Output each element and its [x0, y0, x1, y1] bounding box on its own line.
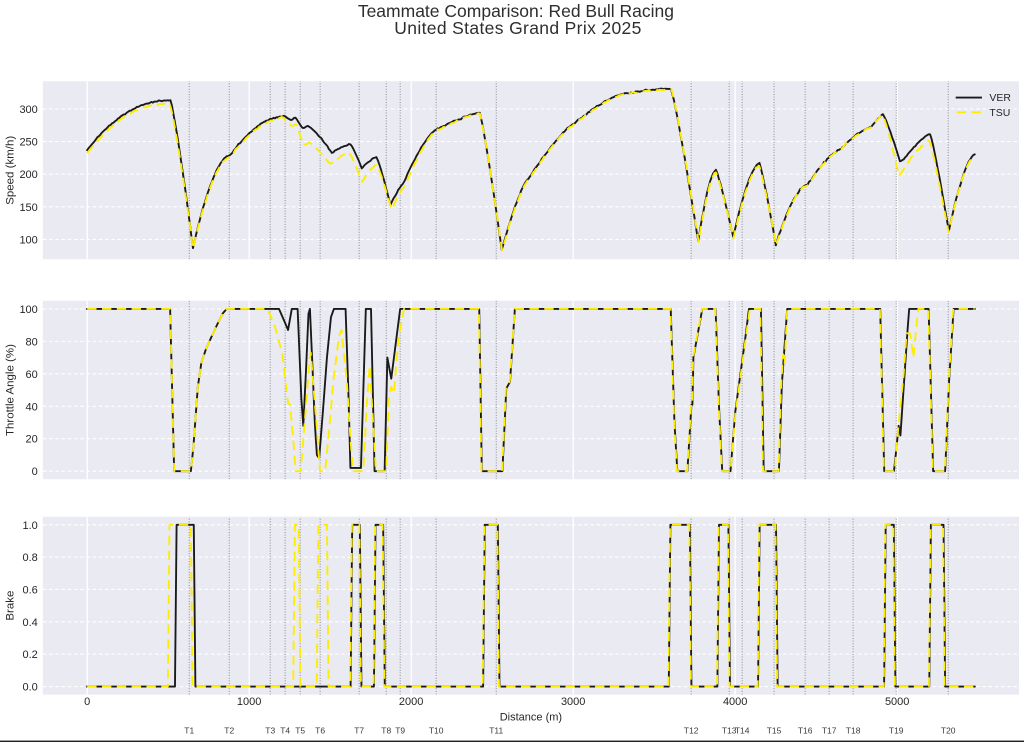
svg-text:300: 300 — [19, 104, 37, 116]
svg-text:T17: T17 — [822, 726, 837, 736]
svg-text:0.4: 0.4 — [23, 617, 38, 629]
svg-text:250: 250 — [19, 137, 37, 149]
svg-text:T8: T8 — [381, 726, 391, 736]
svg-text:150: 150 — [19, 202, 37, 214]
svg-text:3000: 3000 — [561, 696, 585, 708]
svg-text:T19: T19 — [889, 726, 904, 736]
svg-text:T2: T2 — [224, 726, 234, 736]
svg-text:TSU: TSU — [989, 108, 1010, 119]
svg-text:0.0: 0.0 — [23, 681, 38, 693]
svg-text:2000: 2000 — [399, 696, 423, 708]
svg-text:60: 60 — [26, 369, 38, 381]
svg-text:T6: T6 — [315, 726, 325, 736]
svg-text:80: 80 — [26, 336, 38, 348]
svg-text:40: 40 — [26, 401, 38, 413]
svg-text:0.8: 0.8 — [23, 552, 38, 564]
svg-text:0.2: 0.2 — [23, 649, 38, 661]
svg-text:United States Grand Prix 2025: United States Grand Prix 2025 — [394, 18, 641, 38]
svg-text:T4: T4 — [280, 726, 290, 736]
svg-text:0.6: 0.6 — [23, 584, 38, 596]
svg-text:T7: T7 — [354, 726, 364, 736]
svg-text:Teammate Comparison: Red Bull: Teammate Comparison: Red Bull Racing — [358, 1, 674, 21]
svg-text:1.0: 1.0 — [23, 520, 38, 532]
svg-text:T9: T9 — [395, 726, 405, 736]
svg-text:T13: T13 — [722, 726, 737, 736]
svg-text:T10: T10 — [429, 726, 444, 736]
svg-text:0: 0 — [32, 466, 38, 478]
svg-text:T20: T20 — [941, 726, 956, 736]
svg-text:T3: T3 — [265, 726, 275, 736]
svg-text:Distance (m): Distance (m) — [500, 712, 562, 724]
svg-text:T1: T1 — [184, 726, 194, 736]
svg-text:Throttle Angle (%): Throttle Angle (%) — [4, 344, 16, 436]
svg-text:100: 100 — [19, 304, 37, 316]
svg-text:4000: 4000 — [723, 696, 747, 708]
svg-text:T12: T12 — [684, 726, 699, 736]
svg-text:T14: T14 — [735, 726, 750, 736]
svg-text:T16: T16 — [798, 726, 813, 736]
svg-text:Speed (km/h): Speed (km/h) — [4, 136, 16, 205]
svg-text:5000: 5000 — [885, 696, 909, 708]
svg-text:100: 100 — [19, 234, 37, 246]
svg-text:T11: T11 — [489, 726, 503, 736]
svg-text:T18: T18 — [846, 726, 861, 736]
svg-text:1000: 1000 — [237, 696, 261, 708]
svg-text:200: 200 — [19, 169, 37, 181]
svg-text:T5: T5 — [295, 726, 305, 736]
svg-text:Brake: Brake — [4, 591, 16, 621]
svg-text:0: 0 — [84, 696, 90, 708]
svg-text:VER: VER — [989, 93, 1011, 104]
svg-text:T15: T15 — [767, 726, 782, 736]
svg-text:20: 20 — [26, 434, 38, 446]
